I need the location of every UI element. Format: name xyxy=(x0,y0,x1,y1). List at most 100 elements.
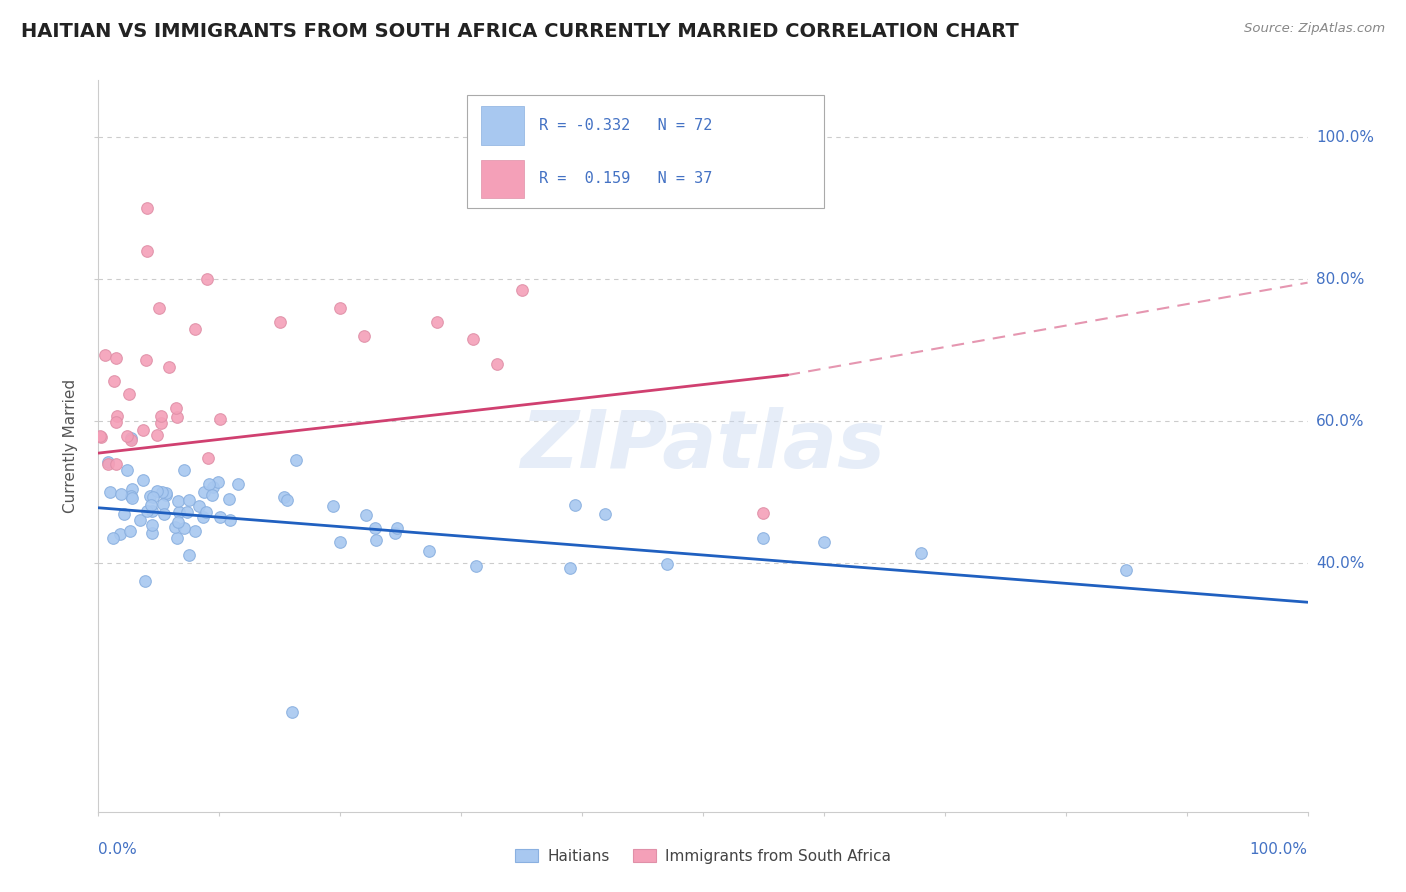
Point xyxy=(135,504,157,518)
Point xyxy=(195,272,218,286)
Point xyxy=(464,558,486,573)
Point xyxy=(115,429,138,443)
Point xyxy=(218,492,240,507)
Point xyxy=(187,499,209,513)
Point xyxy=(121,491,143,505)
Point xyxy=(353,329,375,343)
Point xyxy=(97,455,120,469)
Point xyxy=(201,488,224,502)
Point xyxy=(281,706,304,720)
Point xyxy=(120,434,142,448)
Text: 100.0%: 100.0% xyxy=(1250,842,1308,857)
Point xyxy=(219,513,242,527)
Point xyxy=(354,508,377,523)
Point xyxy=(510,283,533,297)
Point xyxy=(418,544,440,558)
Point xyxy=(149,417,172,431)
Point xyxy=(329,301,352,315)
Point xyxy=(564,498,586,512)
Point xyxy=(112,507,135,521)
Point xyxy=(384,525,406,540)
Point xyxy=(166,515,188,529)
Point xyxy=(100,484,122,499)
Point xyxy=(157,360,180,375)
Point xyxy=(150,485,173,500)
Text: ZIPatlas: ZIPatlas xyxy=(520,407,886,485)
Point xyxy=(184,524,207,538)
Point xyxy=(177,548,200,562)
Point xyxy=(89,428,111,442)
Point xyxy=(558,561,581,575)
Point xyxy=(285,453,308,467)
Point xyxy=(118,387,141,401)
Point xyxy=(165,401,187,415)
Point xyxy=(135,201,157,215)
Point xyxy=(191,510,214,524)
Point xyxy=(90,430,112,444)
Point xyxy=(155,486,177,500)
Point xyxy=(197,451,219,466)
Point xyxy=(752,507,775,521)
Point xyxy=(184,322,207,336)
Point xyxy=(104,457,127,471)
Point xyxy=(209,509,232,524)
Point xyxy=(155,488,177,502)
Point xyxy=(463,333,485,347)
Point xyxy=(329,535,352,549)
Point xyxy=(103,374,125,388)
Text: 0.0%: 0.0% xyxy=(98,842,138,857)
Point xyxy=(198,477,221,491)
Point xyxy=(364,533,387,547)
Y-axis label: Currently Married: Currently Married xyxy=(63,379,79,513)
Point xyxy=(105,409,128,423)
Point xyxy=(105,351,128,366)
Point xyxy=(152,497,174,511)
Point xyxy=(153,507,176,521)
Legend: Haitians, Immigrants from South Africa: Haitians, Immigrants from South Africa xyxy=(509,843,897,870)
Text: 100.0%: 100.0% xyxy=(1316,129,1374,145)
Point xyxy=(173,463,195,477)
Point xyxy=(108,527,131,541)
Point xyxy=(141,518,163,533)
Point xyxy=(195,505,218,519)
Point xyxy=(145,428,167,442)
Point xyxy=(273,490,295,504)
Point xyxy=(121,482,143,496)
Point xyxy=(150,409,173,423)
Point xyxy=(135,244,157,258)
Point xyxy=(141,504,163,518)
Point xyxy=(118,524,141,539)
Point xyxy=(167,493,190,508)
Point xyxy=(595,508,617,522)
Point xyxy=(139,489,162,503)
Point xyxy=(385,521,408,535)
Point xyxy=(208,412,231,426)
Text: 80.0%: 80.0% xyxy=(1316,272,1364,286)
Point xyxy=(655,558,678,572)
Point xyxy=(139,498,162,512)
Point xyxy=(142,491,165,505)
Point xyxy=(141,525,163,540)
Point xyxy=(322,499,344,513)
Point xyxy=(129,513,152,527)
Text: 60.0%: 60.0% xyxy=(1316,414,1364,429)
Point xyxy=(486,357,509,371)
Point xyxy=(167,505,190,519)
Point xyxy=(426,315,449,329)
Point xyxy=(117,463,139,477)
Point xyxy=(97,457,120,471)
Point xyxy=(134,574,156,588)
Point xyxy=(364,521,387,535)
Point xyxy=(131,423,153,437)
Point xyxy=(752,531,775,545)
Text: HAITIAN VS IMMIGRANTS FROM SOUTH AFRICA CURRENTLY MARRIED CORRELATION CHART: HAITIAN VS IMMIGRANTS FROM SOUTH AFRICA … xyxy=(21,22,1019,41)
Point xyxy=(165,520,187,534)
Point xyxy=(148,301,170,315)
Point xyxy=(105,415,128,429)
Point xyxy=(135,353,157,368)
Point xyxy=(226,476,249,491)
Point xyxy=(202,481,225,495)
Point xyxy=(101,531,124,545)
Text: 40.0%: 40.0% xyxy=(1316,556,1364,571)
Point xyxy=(110,486,132,500)
